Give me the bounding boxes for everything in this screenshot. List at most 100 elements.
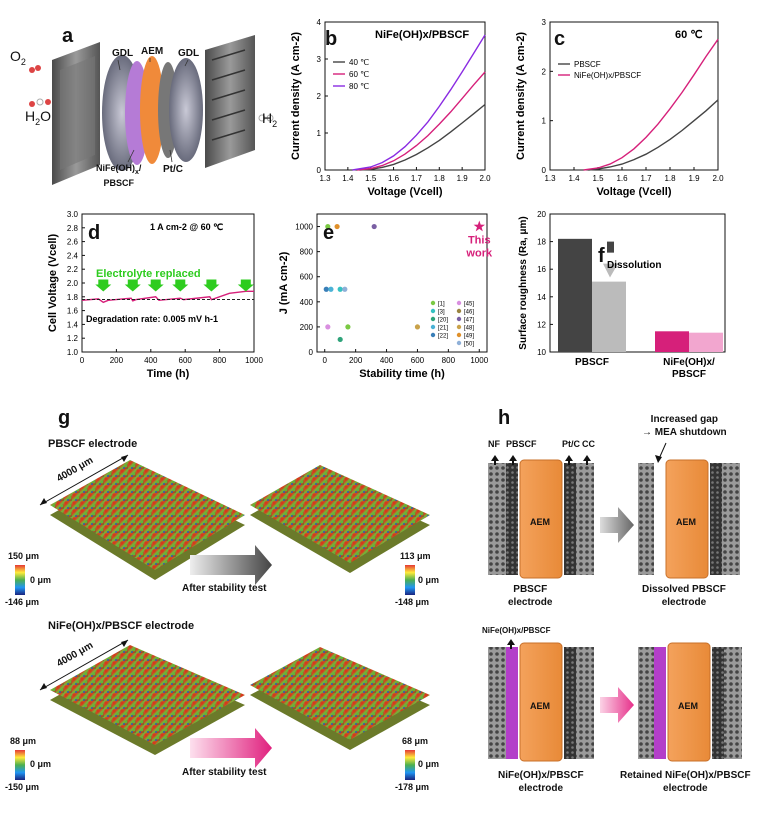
colorbar-1 (15, 565, 25, 595)
y-tick-label: 2.4 (67, 251, 79, 260)
category-label-1-0: NiFe(OH)x/ (663, 357, 715, 368)
surface-maps (15, 454, 430, 780)
scatter-point-8 (345, 324, 351, 330)
layer-pointers (491, 455, 591, 649)
nife-electrode-title: NiFe(OH)x/PBSCF electrode (48, 620, 195, 632)
series-line-0 (588, 99, 719, 171)
mea-pbscf (488, 459, 594, 579)
legend-marker-10 (456, 340, 462, 346)
label-cc: CC (582, 439, 595, 449)
y-tick-label: 16 (537, 265, 546, 274)
legend-marker-2 (430, 316, 436, 322)
x-axis-label: Voltage (Vcell) (368, 186, 443, 198)
legend-marker-8 (456, 324, 462, 330)
x-tick-label: 1.9 (457, 174, 469, 183)
y-tick-label: 0 (309, 348, 314, 357)
x-tick-label: 1.3 (544, 174, 556, 183)
x-tick-label: 400 (144, 356, 158, 365)
series-line-1 (356, 71, 486, 171)
dissolution-arrow-head (603, 263, 618, 278)
x-tick-label: 1.3 (319, 174, 331, 183)
x-tick-label: 1.8 (434, 174, 446, 183)
end-plate-right (205, 35, 255, 168)
y-tick-label: 1.2 (67, 334, 79, 343)
x-tick-label: 0 (80, 356, 85, 365)
surface-pbscf-after (250, 465, 430, 573)
legend-marker-6 (456, 308, 462, 314)
cb2-min: -148 μm (395, 597, 430, 607)
caption-retained: Retained NiFe(OH)x/PBSCF electrode (620, 770, 751, 794)
y-axis-label: J (mA cm-2) (278, 251, 290, 314)
mea-schematics (488, 442, 742, 762)
legend-label-0: [1] (438, 302, 445, 308)
scatter-point-1 (334, 223, 340, 230)
y-tick-label: 1.6 (67, 307, 79, 316)
x-tick-label: 1000 (470, 356, 488, 365)
series-line-2 (352, 34, 486, 171)
bar-1-0 (655, 331, 689, 352)
x-tick-label: 1.4 (568, 174, 580, 183)
colorbar-2 (405, 565, 415, 595)
legend-marker-9 (456, 332, 462, 338)
x-tick-label: 1.6 (388, 174, 400, 183)
x-tick-label: 1.6 (616, 174, 628, 183)
cathode-label: Pt/C (163, 164, 183, 175)
x-tick-label: 600 (179, 356, 193, 365)
y-tick-label: 3.0 (67, 210, 79, 219)
legend-label-9: [49] (464, 334, 474, 340)
legend-marker-1 (430, 308, 436, 314)
gdl-left-label: GDL (112, 48, 134, 59)
legend-marker-0 (430, 300, 436, 306)
x-tick-label: 1000 (245, 356, 263, 365)
after-arrow-top (190, 545, 272, 585)
y-tick-label: 1.4 (67, 320, 79, 329)
mea-nife (488, 642, 594, 762)
x-axis-label: Time (h) (147, 368, 190, 380)
plot-frame (316, 213, 488, 353)
y-tick-label: 800 (300, 248, 314, 257)
y-tick-label: 2.6 (67, 238, 79, 247)
annotation-electrolyte: Electrolyte replaced (96, 268, 201, 280)
legend-marker-7 (456, 316, 462, 322)
y-axis-label: Current density (A cm-2) (290, 32, 302, 160)
scatter-point-10 (337, 336, 343, 343)
panel-label-g: g (58, 407, 71, 429)
chart-d: 0 200 400 600 800 1000 1.0 1.2 1.4 1.6 1.8 2.0 2.2 2.… (47, 210, 263, 380)
legend-label-4: [22] (438, 334, 448, 340)
y-tick-label: 400 (300, 298, 314, 307)
bar-0-0 (558, 238, 592, 352)
h2o-label: H2O (25, 108, 52, 127)
cb1-max: 150 μm (8, 551, 40, 561)
panel-g: g PBSCF electrode NiFe(OH)x/PBSCF electr… (0, 405, 440, 815)
chart-f: 10 12 14 16 18 20 Surface roughness (Ra, μm) PB… (518, 210, 726, 380)
panel-h: h Increased gap → MEA shutdown (440, 405, 780, 815)
surface-nife-after (250, 647, 430, 750)
this-work-label-1: This (468, 235, 491, 247)
replace-arrow-1 (124, 279, 141, 292)
y-tick-label: 0 (317, 166, 322, 175)
replace-arrow-5 (237, 279, 254, 292)
chart-title: NiFe(OH)x/PBSCF (375, 29, 469, 41)
replace-arrow-4 (203, 279, 220, 292)
pbscf-electrode-title: PBSCF electrode (48, 438, 138, 450)
y-tick-label: 1.0 (67, 348, 79, 357)
y-tick-label: 200 (300, 323, 314, 332)
legend-marker-3 (430, 324, 436, 330)
y-tick-label: 4 (317, 18, 322, 27)
gdl-right (169, 58, 203, 162)
panel-label-b: b (325, 28, 338, 50)
category-label-1-1: PBSCF (672, 369, 706, 380)
scatter-point-7 (325, 324, 331, 330)
legend-marker-4 (430, 332, 436, 338)
y-tick-label: 1 (317, 129, 322, 138)
chart-e: 0 200 400 600 800 1000 0 200 400 600 800 1000 Stabil… (278, 213, 493, 380)
transition-arrow-top (600, 507, 634, 543)
legend-label-5: [45] (464, 302, 474, 308)
x-tick-label: 800 (442, 356, 456, 365)
panel-label-f: f (598, 245, 605, 267)
this-work-label-2: work (465, 248, 493, 260)
plot-frame (549, 21, 719, 171)
panel-e: 0 200 400 600 800 1000 0 200 400 600 800 1000 Stabil… (265, 200, 497, 395)
series-line-0 (359, 103, 486, 171)
cb4-min: -178 μm (395, 782, 430, 792)
